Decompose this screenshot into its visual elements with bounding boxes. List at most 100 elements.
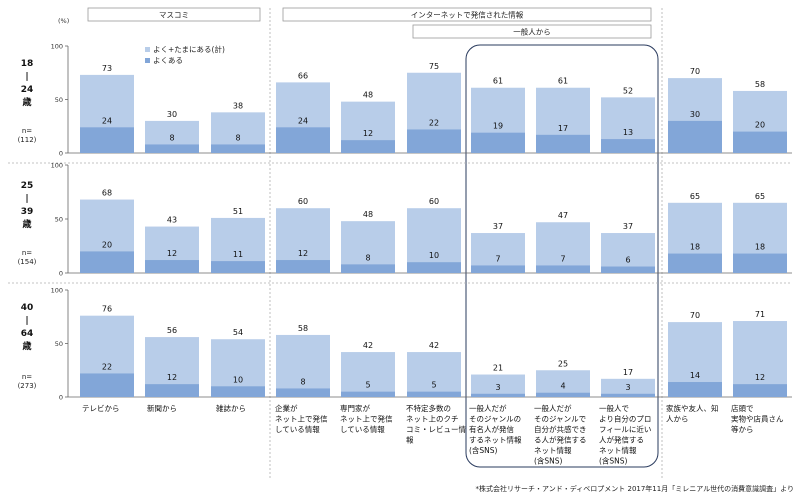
bar-often [733,131,787,153]
data-label-often: 3 [495,383,500,392]
category-label-line: 企業が [275,403,298,413]
data-label-often: 14 [690,371,700,380]
category-label-line: 一般人だが [534,403,572,413]
data-label-often: 8 [300,377,305,386]
data-label-often: 5 [365,381,370,390]
data-label-total: 60 [298,197,308,206]
data-label-often: 30 [690,110,700,119]
age-label: 18 [21,59,34,69]
data-label-total: 58 [298,324,308,333]
data-label-often: 22 [102,362,112,371]
data-label-total: 65 [755,192,765,201]
bar-often [601,393,655,397]
category-label: 一般人だがそのジャンルの有名人が発信するネット情報(含SNS) [469,403,522,455]
category-label: 一般人だがそのジャンルで自分が共感できる人が発信するネット情報(含SNS) [534,403,587,466]
data-label-total: 56 [167,326,177,335]
category-label-line: 一般人で [599,403,629,413]
category-label: 家族や友人、知人から [666,403,719,424]
category-label-line: している情報 [275,424,320,434]
category-label: テレビから [82,404,120,413]
bar-total [536,370,590,397]
sample-size-value: (112) [18,136,37,144]
footer-source: *株式会社リサーチ・アンド・ディベロプメント 2017年11月「ミレニアル世代の… [476,484,794,493]
bar-often [80,373,134,397]
category-label-line: 店頭で [731,403,754,413]
category-label-line: するネット情報 [469,435,522,445]
chart-marks: 05010018|24歳n=(112)732430838866244812752… [8,43,792,466]
data-label-often: 12 [167,373,177,382]
bar-often [80,127,134,153]
data-label-often: 17 [558,124,568,133]
age-label: | [25,316,28,326]
data-label-often: 11 [233,250,243,259]
bar-often [211,144,265,153]
highlight-general-box [465,44,659,468]
bar-total [601,233,655,273]
bar-often [407,262,461,273]
category-label-line: している情報 [340,424,385,434]
category-label-line: 自分が共感でき [534,424,587,434]
bar-often [211,261,265,273]
category-label-line: ネット情報 [534,445,572,455]
data-label-often: 10 [429,251,439,260]
data-label-often: 7 [560,254,565,263]
data-label-often: 13 [623,128,633,137]
data-label-total: 17 [623,368,633,377]
data-label-often: 5 [431,381,436,390]
age-label: | [25,194,28,204]
data-label-total: 25 [558,359,568,368]
data-label-often: 12 [167,249,177,258]
data-label-often: 19 [493,122,503,131]
category-label-line: 不特定多数の [406,403,451,413]
legend-swatch-often [145,58,150,63]
sample-size-value: (154) [18,258,37,266]
bar-often [341,140,395,153]
header-mass: マスコミ [159,11,189,20]
category-label: 企業がネット上で発信している情報 [275,403,328,434]
category-label: 新聞から [147,403,177,413]
age-label: 24 [21,85,34,95]
age-label: 64 [21,329,34,339]
sample-size-label: n= [22,249,32,257]
data-label-total: 61 [558,77,568,86]
data-label-often: 8 [235,133,240,142]
category-label-line: 報 [406,436,414,445]
data-label-total: 70 [690,67,700,76]
bar-often [668,382,722,397]
data-label-total: 70 [690,311,700,320]
bar-often [407,391,461,397]
bar-often [601,266,655,273]
bar-often [668,253,722,273]
bar-often [276,260,330,273]
bar-often [145,144,199,153]
header-box-mass [87,7,261,22]
data-label-total: 60 [429,197,439,206]
category-label-line: ネット上で発信 [340,414,393,424]
category-label-line: 専門家が [340,403,370,413]
bar-often [601,139,655,153]
data-label-often: 18 [690,243,700,252]
category-label-line: フィールに近い [599,424,651,434]
data-label-often: 12 [298,249,308,258]
axis-unit-label: (%) [58,17,69,25]
data-label-often: 12 [755,373,765,382]
data-label-often: 8 [365,253,370,262]
bar-total [276,334,330,397]
header-general: 一般人から [513,27,551,37]
data-label-total: 48 [363,91,373,100]
age-label: 歳 [21,218,31,230]
y-tick-label: 50 [55,96,63,104]
data-label-often: 8 [169,133,174,142]
data-label-total: 43 [167,216,177,225]
data-label-often: 6 [625,256,630,265]
data-label-total: 75 [429,62,439,71]
bar-often [536,392,590,397]
data-label-often: 3 [625,383,630,392]
data-label-total: 21 [493,364,503,373]
category-label-line: ネット情報 [599,445,637,455]
legend-often: よくある [153,56,183,65]
age-label: | [25,72,28,82]
category-label: 雑誌から [216,403,246,413]
category-label-line: 雑誌から [216,403,246,413]
